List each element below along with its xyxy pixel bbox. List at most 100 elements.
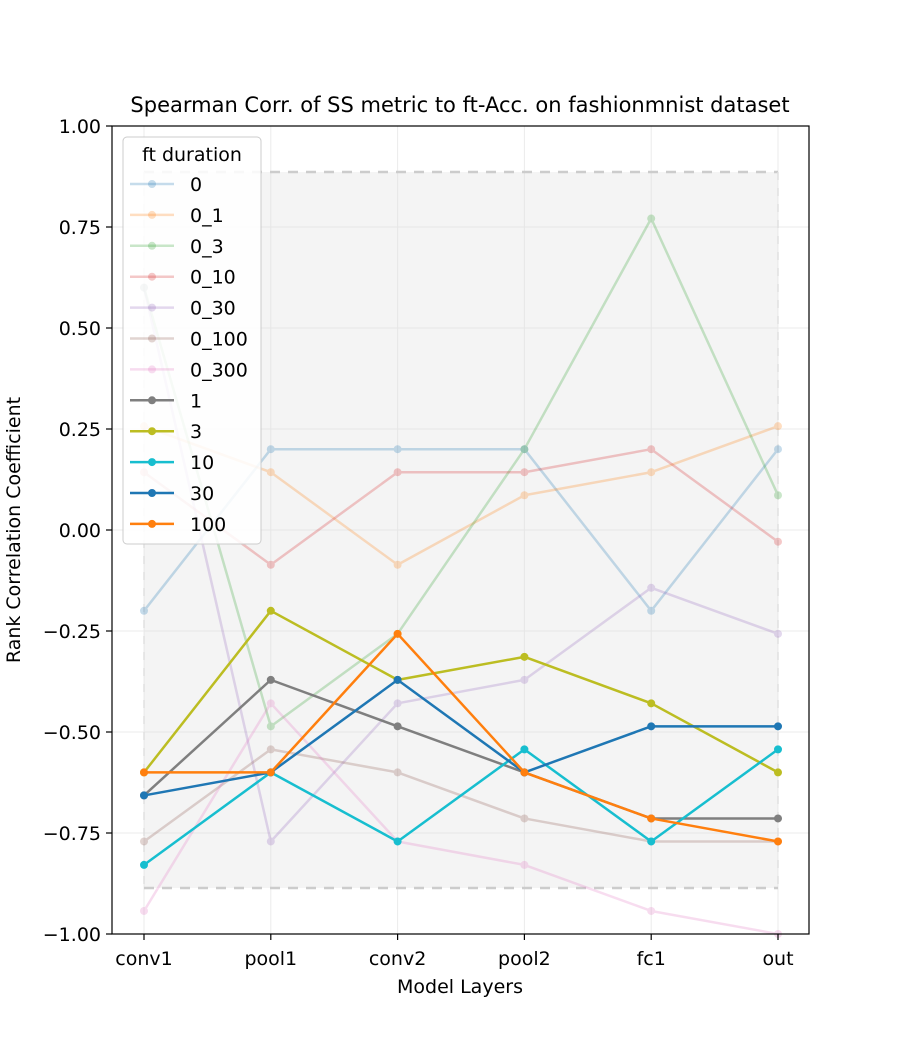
data-point	[140, 906, 148, 915]
data-point	[647, 837, 656, 846]
series-line	[143, 447, 779, 566]
legend-swatch-marker	[148, 365, 156, 374]
legend-title: ft duration	[142, 144, 242, 166]
legend-label: 0_1	[190, 205, 224, 227]
data-point	[393, 675, 402, 684]
y-axis-label: Rank Correlation Coefficient	[3, 397, 25, 663]
legend-swatch-marker	[148, 272, 156, 281]
data-point	[266, 745, 275, 754]
legend-item: 0_100	[130, 329, 248, 351]
legend-swatch-marker	[148, 458, 156, 467]
data-point	[393, 768, 402, 777]
x-axis-label: Model Layers	[397, 976, 523, 998]
legend-swatch-marker	[148, 519, 156, 528]
x-tick-label: fc1	[637, 948, 666, 970]
legend-swatch-marker	[148, 489, 156, 497]
legend-item: 0_300	[130, 359, 248, 381]
data-point	[774, 491, 782, 500]
data-point	[647, 722, 656, 731]
y-tick-label: 1.00	[59, 116, 101, 138]
x-tick-label: pool1	[244, 948, 297, 970]
data-point	[647, 468, 656, 477]
legend-item: 100	[130, 514, 226, 536]
data-point	[774, 722, 782, 731]
data-point	[647, 214, 656, 223]
data-point	[140, 837, 148, 846]
legend-item: 0_30	[130, 298, 236, 320]
data-point	[140, 860, 148, 869]
y-tick-label: −0.75	[43, 823, 101, 845]
y-tick-label: 0.75	[59, 217, 101, 239]
legend-item: 3	[130, 421, 202, 443]
series-line	[143, 609, 779, 774]
data-point	[266, 606, 275, 615]
data-point	[393, 445, 402, 454]
data-point	[647, 814, 656, 823]
legend-label: 30	[190, 483, 214, 505]
series-line	[143, 678, 778, 820]
legend-label: 10	[190, 452, 214, 474]
data-point	[520, 445, 529, 454]
y-tick-label: −0.50	[43, 722, 101, 744]
data-point	[647, 699, 656, 708]
legend-label: 0	[190, 174, 202, 196]
data-point	[774, 537, 782, 546]
legend-swatch-marker	[148, 427, 156, 436]
data-point	[520, 745, 529, 754]
data-point	[393, 837, 402, 846]
data-point	[393, 560, 402, 569]
x-tick-label: pool2	[498, 948, 551, 970]
data-point	[266, 768, 275, 777]
series-line	[142, 217, 780, 728]
series-line	[142, 702, 779, 936]
data-point	[266, 837, 275, 846]
series-layer	[140, 214, 782, 938]
data-point	[140, 606, 148, 615]
data-point	[520, 675, 529, 684]
legend-swatch-marker	[148, 396, 156, 405]
data-point	[774, 445, 782, 454]
data-point	[774, 814, 782, 823]
y-axis: −1.00 −0.75 −0.50 −0.25 0.00 0.25 0.50 0.75 1.00	[43, 116, 112, 946]
data-point	[520, 445, 529, 454]
y-tick-label: 0.50	[59, 318, 101, 340]
data-point	[393, 629, 402, 638]
data-point	[647, 583, 656, 592]
legend-label: 1	[190, 390, 202, 412]
y-tick-label: −1.00	[43, 924, 101, 946]
data-point	[774, 745, 782, 754]
chart-title: Spearman Corr. of SS metric to ft-Acc. o…	[130, 93, 789, 117]
data-point	[266, 722, 275, 731]
legend-item: 0_10	[130, 267, 236, 289]
legend-swatch-marker	[148, 180, 156, 188]
series-line	[143, 678, 778, 797]
legend-label: 0_300	[190, 359, 248, 381]
data-point	[647, 445, 656, 454]
legend-label: 100	[190, 514, 226, 536]
data-point	[520, 652, 529, 661]
legend-swatch-marker	[148, 303, 156, 312]
data-point	[520, 491, 529, 500]
legend: ft duration 0 0_1 0_3 0_10 0_30 0_100 0_300 1 3 1…	[122, 136, 262, 545]
data-point	[774, 422, 782, 431]
x-tick-label: conv2	[369, 948, 426, 970]
data-point	[266, 675, 275, 684]
legend-swatch-marker	[148, 334, 156, 343]
data-point	[266, 445, 275, 454]
data-point	[393, 468, 402, 477]
legend-items: 0 0_1 0_3 0_10 0_30 0_100 0_300 1 3 10 30 100	[130, 174, 248, 536]
data-point	[647, 906, 656, 915]
y-tick-label: −0.25	[43, 621, 101, 643]
legend-item: 0_3	[130, 236, 224, 258]
data-point	[520, 768, 529, 777]
legend-label: 0_3	[190, 236, 224, 258]
data-point	[774, 629, 782, 638]
x-axis: conv1 pool1 conv2 pool2 fc1 out	[115, 934, 794, 970]
x-tick-label: out	[762, 948, 793, 970]
data-point	[266, 699, 275, 708]
data-point	[520, 860, 529, 869]
data-point	[520, 468, 529, 477]
x-tick-label: conv1	[115, 948, 172, 970]
legend-item: 0_1	[130, 205, 224, 227]
